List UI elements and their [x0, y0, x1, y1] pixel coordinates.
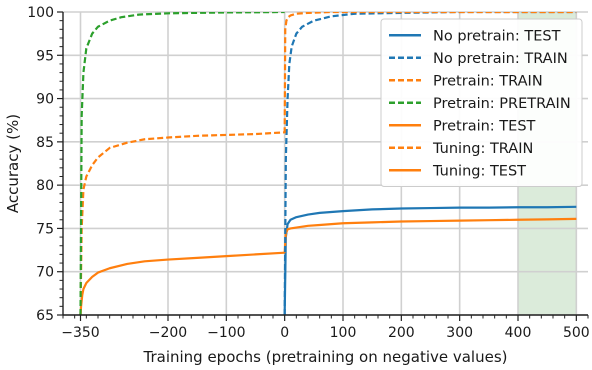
legend: No pretrain: TEST No pretrain: TRAIN Pretr… — [380, 18, 583, 187]
y-tick-label: 85 — [36, 135, 54, 151]
y-tick-label: 95 — [36, 48, 54, 64]
legend-label: Pretrain: PRETRAIN — [433, 96, 571, 112]
x-tick-label: 300 — [446, 325, 473, 341]
y-tick-labels: 65 70 75 80 85 90 95 100 — [27, 5, 54, 324]
legend-frame — [380, 18, 583, 187]
x-tick-label: −200 — [149, 325, 187, 341]
legend-label: No pretrain: TEST — [433, 28, 561, 44]
y-tick-label: 100 — [27, 5, 54, 21]
x-tick-label: −350 — [61, 325, 99, 341]
series-group — [79, 12, 577, 315]
legend-label: Pretrain: TEST — [433, 118, 536, 134]
x-tick-label: 500 — [563, 325, 590, 341]
series-line-pretrain-pretrain — [79, 12, 285, 315]
series-line-pretrain-train — [79, 131, 285, 315]
x-tick-label: 0 — [280, 325, 289, 341]
x-tick-label: 200 — [388, 325, 415, 341]
x-tick-label: 400 — [505, 325, 532, 341]
x-tick-labels: −350 −200 −100 0 100 200 300 400 500 — [61, 325, 589, 341]
legend-label: Pretrain: TRAIN — [433, 73, 543, 89]
y-axis-label: Accuracy (%) — [4, 114, 22, 213]
y-tick-label: 80 — [36, 178, 54, 194]
legend-label: Tuning: TRAIN — [432, 141, 533, 157]
series-line-no-pretrain-test — [283, 205, 577, 315]
axes — [57, 11, 589, 321]
series-line-tuning-train — [283, 12, 577, 134]
y-tick-label: 65 — [36, 308, 54, 324]
legend-label: No pretrain: TRAIN — [433, 51, 568, 67]
y-tick-label: 90 — [36, 92, 54, 108]
x-tick-label: 100 — [330, 325, 357, 341]
x-axis-label: Training epochs (pretraining on negative… — [143, 348, 508, 366]
y-tick-label: 70 — [36, 265, 54, 281]
series-line-pretrain-test — [79, 251, 285, 315]
series-line-tuning-test — [283, 217, 577, 253]
x-tick-label: −100 — [207, 325, 245, 341]
legend-label: Tuning: TEST — [432, 163, 526, 179]
y-tick-label: 75 — [36, 221, 54, 237]
